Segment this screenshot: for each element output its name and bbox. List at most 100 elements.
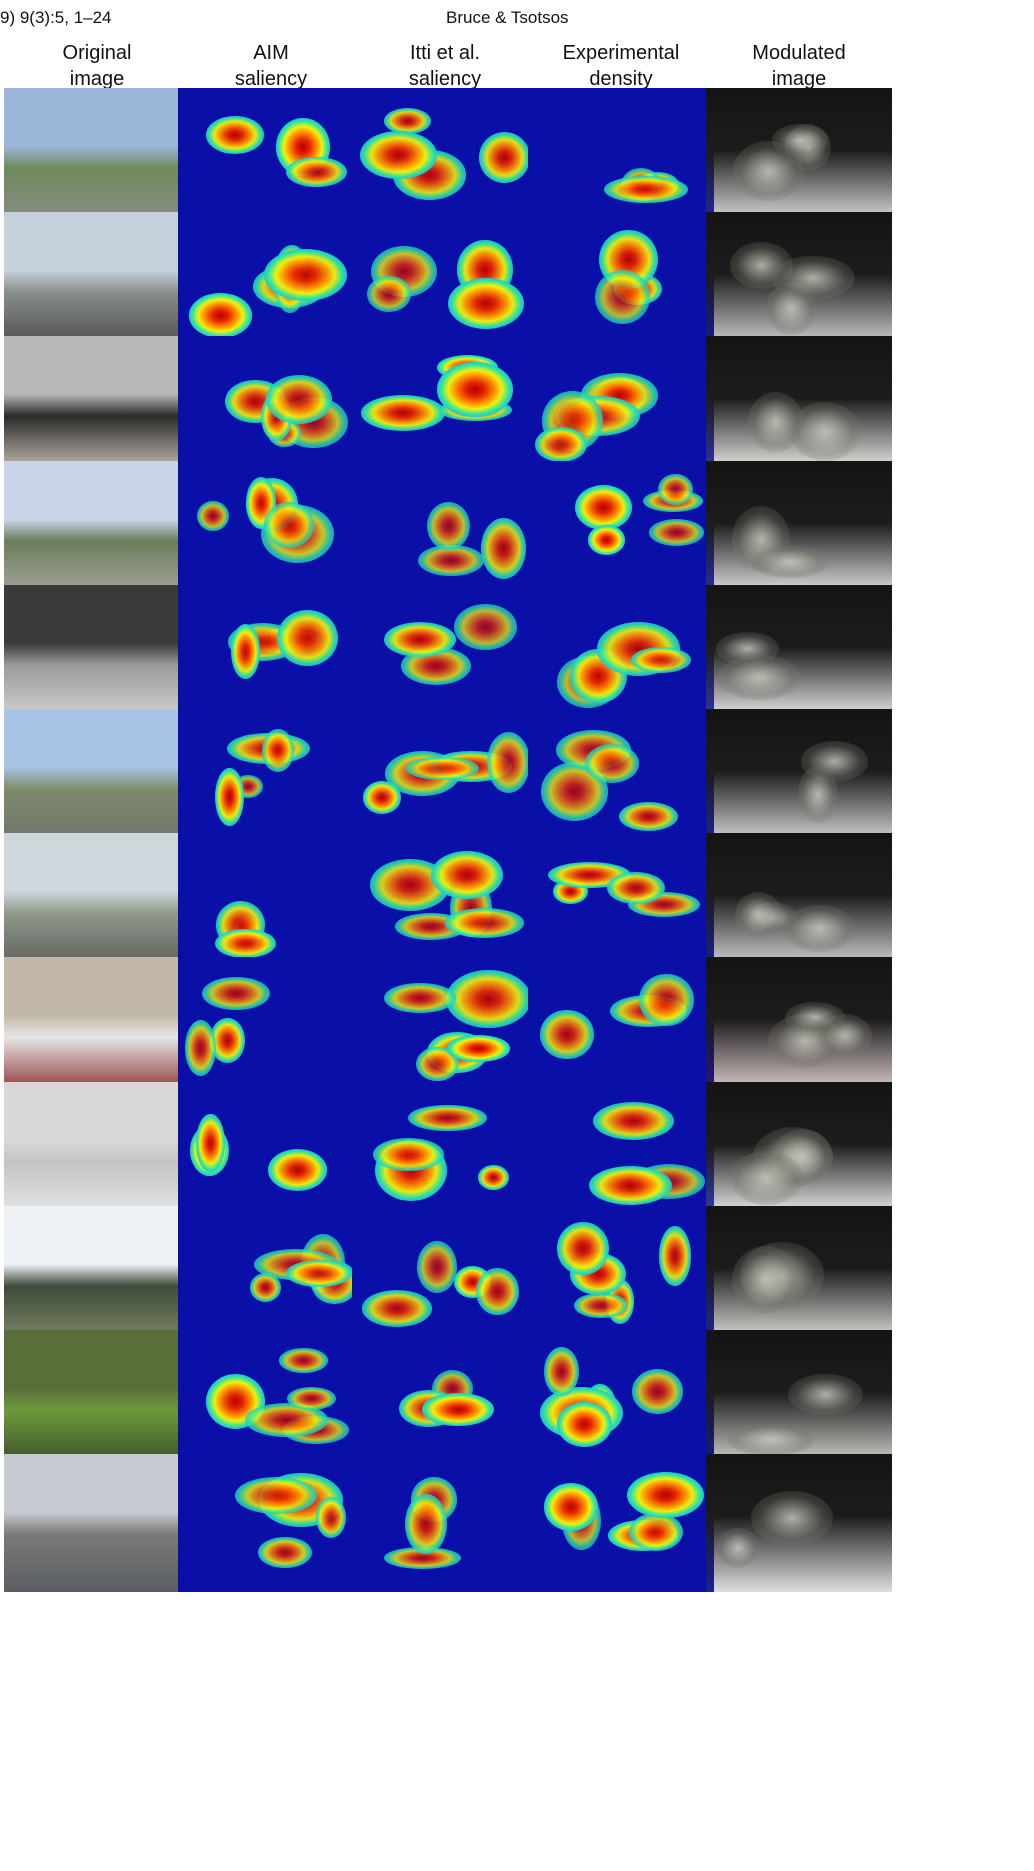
saliency-hotspot — [407, 1104, 488, 1132]
itti-saliency-row-11 — [352, 1330, 538, 1468]
original-image-row-7 — [4, 833, 190, 971]
saliency-hotspot — [540, 1009, 595, 1060]
saliency-hotspot — [446, 1035, 510, 1062]
saliency-hotspot — [384, 107, 432, 134]
column-header-line2: density — [589, 68, 653, 90]
saliency-hotspot — [639, 973, 694, 1027]
aim-saliency-row-3 — [178, 336, 364, 474]
column-header-line2: image — [771, 68, 827, 90]
saliency-hotspot — [630, 646, 691, 673]
saliency-hotspot — [629, 1512, 684, 1551]
original-image-row-10 — [4, 1206, 190, 1344]
column-header-line1: Original — [62, 42, 132, 64]
itti-saliency-row-1 — [352, 88, 538, 226]
saliency-hotspot — [481, 517, 526, 580]
saliency-hotspot — [373, 1138, 444, 1172]
saliency-hotspot — [592, 1101, 675, 1140]
saliency-hotspot — [285, 1260, 352, 1287]
highlight-region — [716, 1528, 759, 1569]
saliency-hotspot — [658, 1225, 692, 1286]
aim-saliency-row-5 — [178, 585, 364, 723]
experimental-density-row-12 — [528, 1454, 714, 1592]
original-image-row-4 — [4, 461, 190, 599]
saliency-hotspot — [404, 1494, 447, 1554]
aim-saliency-row-11 — [178, 1330, 364, 1468]
saliency-hotspot — [476, 1268, 519, 1316]
running-header-left: 9) 9(3):5, 1–24 — [0, 8, 112, 27]
column-header-line1: Modulated — [752, 42, 846, 64]
saliency-hotspot — [315, 1496, 347, 1539]
saliency-hotspot — [589, 1166, 673, 1206]
experimental-density-row-2 — [528, 212, 714, 350]
modulated-image-row-6 — [706, 709, 892, 847]
aim-saliency-row-9 — [178, 1082, 364, 1220]
saliency-hotspot — [362, 781, 401, 814]
original-image-row-5 — [4, 585, 190, 723]
saliency-hotspot — [594, 269, 650, 324]
modulated-image-row-7 — [706, 833, 892, 971]
modulated-image-row-12 — [706, 1454, 892, 1592]
saliency-hotspot — [574, 1292, 629, 1319]
saliency-hotspot — [258, 1537, 313, 1569]
modulated-image-row-5 — [706, 585, 892, 723]
saliency-hotspot — [535, 426, 587, 462]
saliency-hotspot — [205, 115, 265, 154]
itti-saliency-row-10 — [352, 1206, 538, 1344]
column-header-line1: Itti et al. — [409, 42, 481, 64]
saliency-hotspot — [487, 731, 531, 794]
saliency-hotspot — [604, 175, 689, 204]
saliency-hotspot — [265, 375, 333, 425]
saliency-hotspot — [276, 609, 338, 667]
aim-saliency-row-1 — [178, 88, 364, 226]
modulated-image-row-3 — [706, 336, 892, 474]
column-header-experimental-density: Experimental density — [526, 40, 716, 92]
saliency-hotspot — [627, 1471, 704, 1518]
saliency-hotspot — [384, 982, 456, 1013]
saliency-hotspot — [584, 743, 640, 784]
experimental-density-row-3 — [528, 336, 714, 474]
saliency-hotspot — [422, 1393, 494, 1427]
saliency-hotspot — [557, 1221, 609, 1275]
saliency-hotspot — [454, 604, 518, 651]
original-image-row-1 — [4, 88, 190, 226]
column-header-aim-saliency: AIM saliency — [176, 40, 366, 92]
aim-saliency-row-10 — [178, 1206, 364, 1344]
saliency-hotspot — [184, 1020, 216, 1076]
aim-saliency-row-8 — [178, 957, 364, 1095]
saliency-hotspot — [587, 525, 626, 555]
saliency-hotspot — [406, 756, 480, 781]
modulated-image-row-11 — [706, 1330, 892, 1468]
saliency-hotspot — [230, 623, 260, 679]
experimental-density-row-9 — [528, 1082, 714, 1220]
saliency-hotspot — [262, 728, 294, 772]
saliency-hotspot — [196, 501, 229, 532]
highlight-region — [751, 546, 828, 579]
modulated-image-row-9 — [706, 1082, 892, 1220]
saliency-hotspot — [214, 767, 244, 826]
highlight-region — [727, 1422, 816, 1457]
saliency-hotspot — [263, 249, 347, 302]
saliency-hotspot — [631, 1369, 684, 1415]
saliency-hotspot — [430, 851, 503, 899]
modulated-image-row-10 — [706, 1206, 892, 1344]
modulated-image-row-2 — [706, 212, 892, 350]
modulated-image-row-1 — [706, 88, 892, 226]
highlight-region — [751, 1490, 833, 1545]
modulated-image-row-8 — [706, 957, 892, 1095]
itti-saliency-row-2 — [352, 212, 538, 350]
saliency-hotspot — [574, 484, 633, 530]
saliency-hotspot — [264, 502, 314, 548]
saliency-hotspot — [657, 473, 693, 506]
experimental-density-row-7 — [528, 833, 714, 971]
saliency-hotspot — [543, 1482, 599, 1531]
saliency-hotspot — [201, 977, 270, 1011]
itti-saliency-row-7 — [352, 833, 538, 971]
column-header-modulated-image: Modulated image — [704, 40, 894, 92]
saliency-hotspot — [286, 1386, 337, 1411]
experimental-density-row-6 — [528, 709, 714, 847]
highlight-region — [717, 655, 802, 700]
aim-saliency-row-7 — [178, 833, 364, 971]
saliency-hotspot — [215, 929, 276, 959]
saliency-hotspot — [444, 908, 525, 938]
saliency-hotspot — [437, 362, 513, 417]
